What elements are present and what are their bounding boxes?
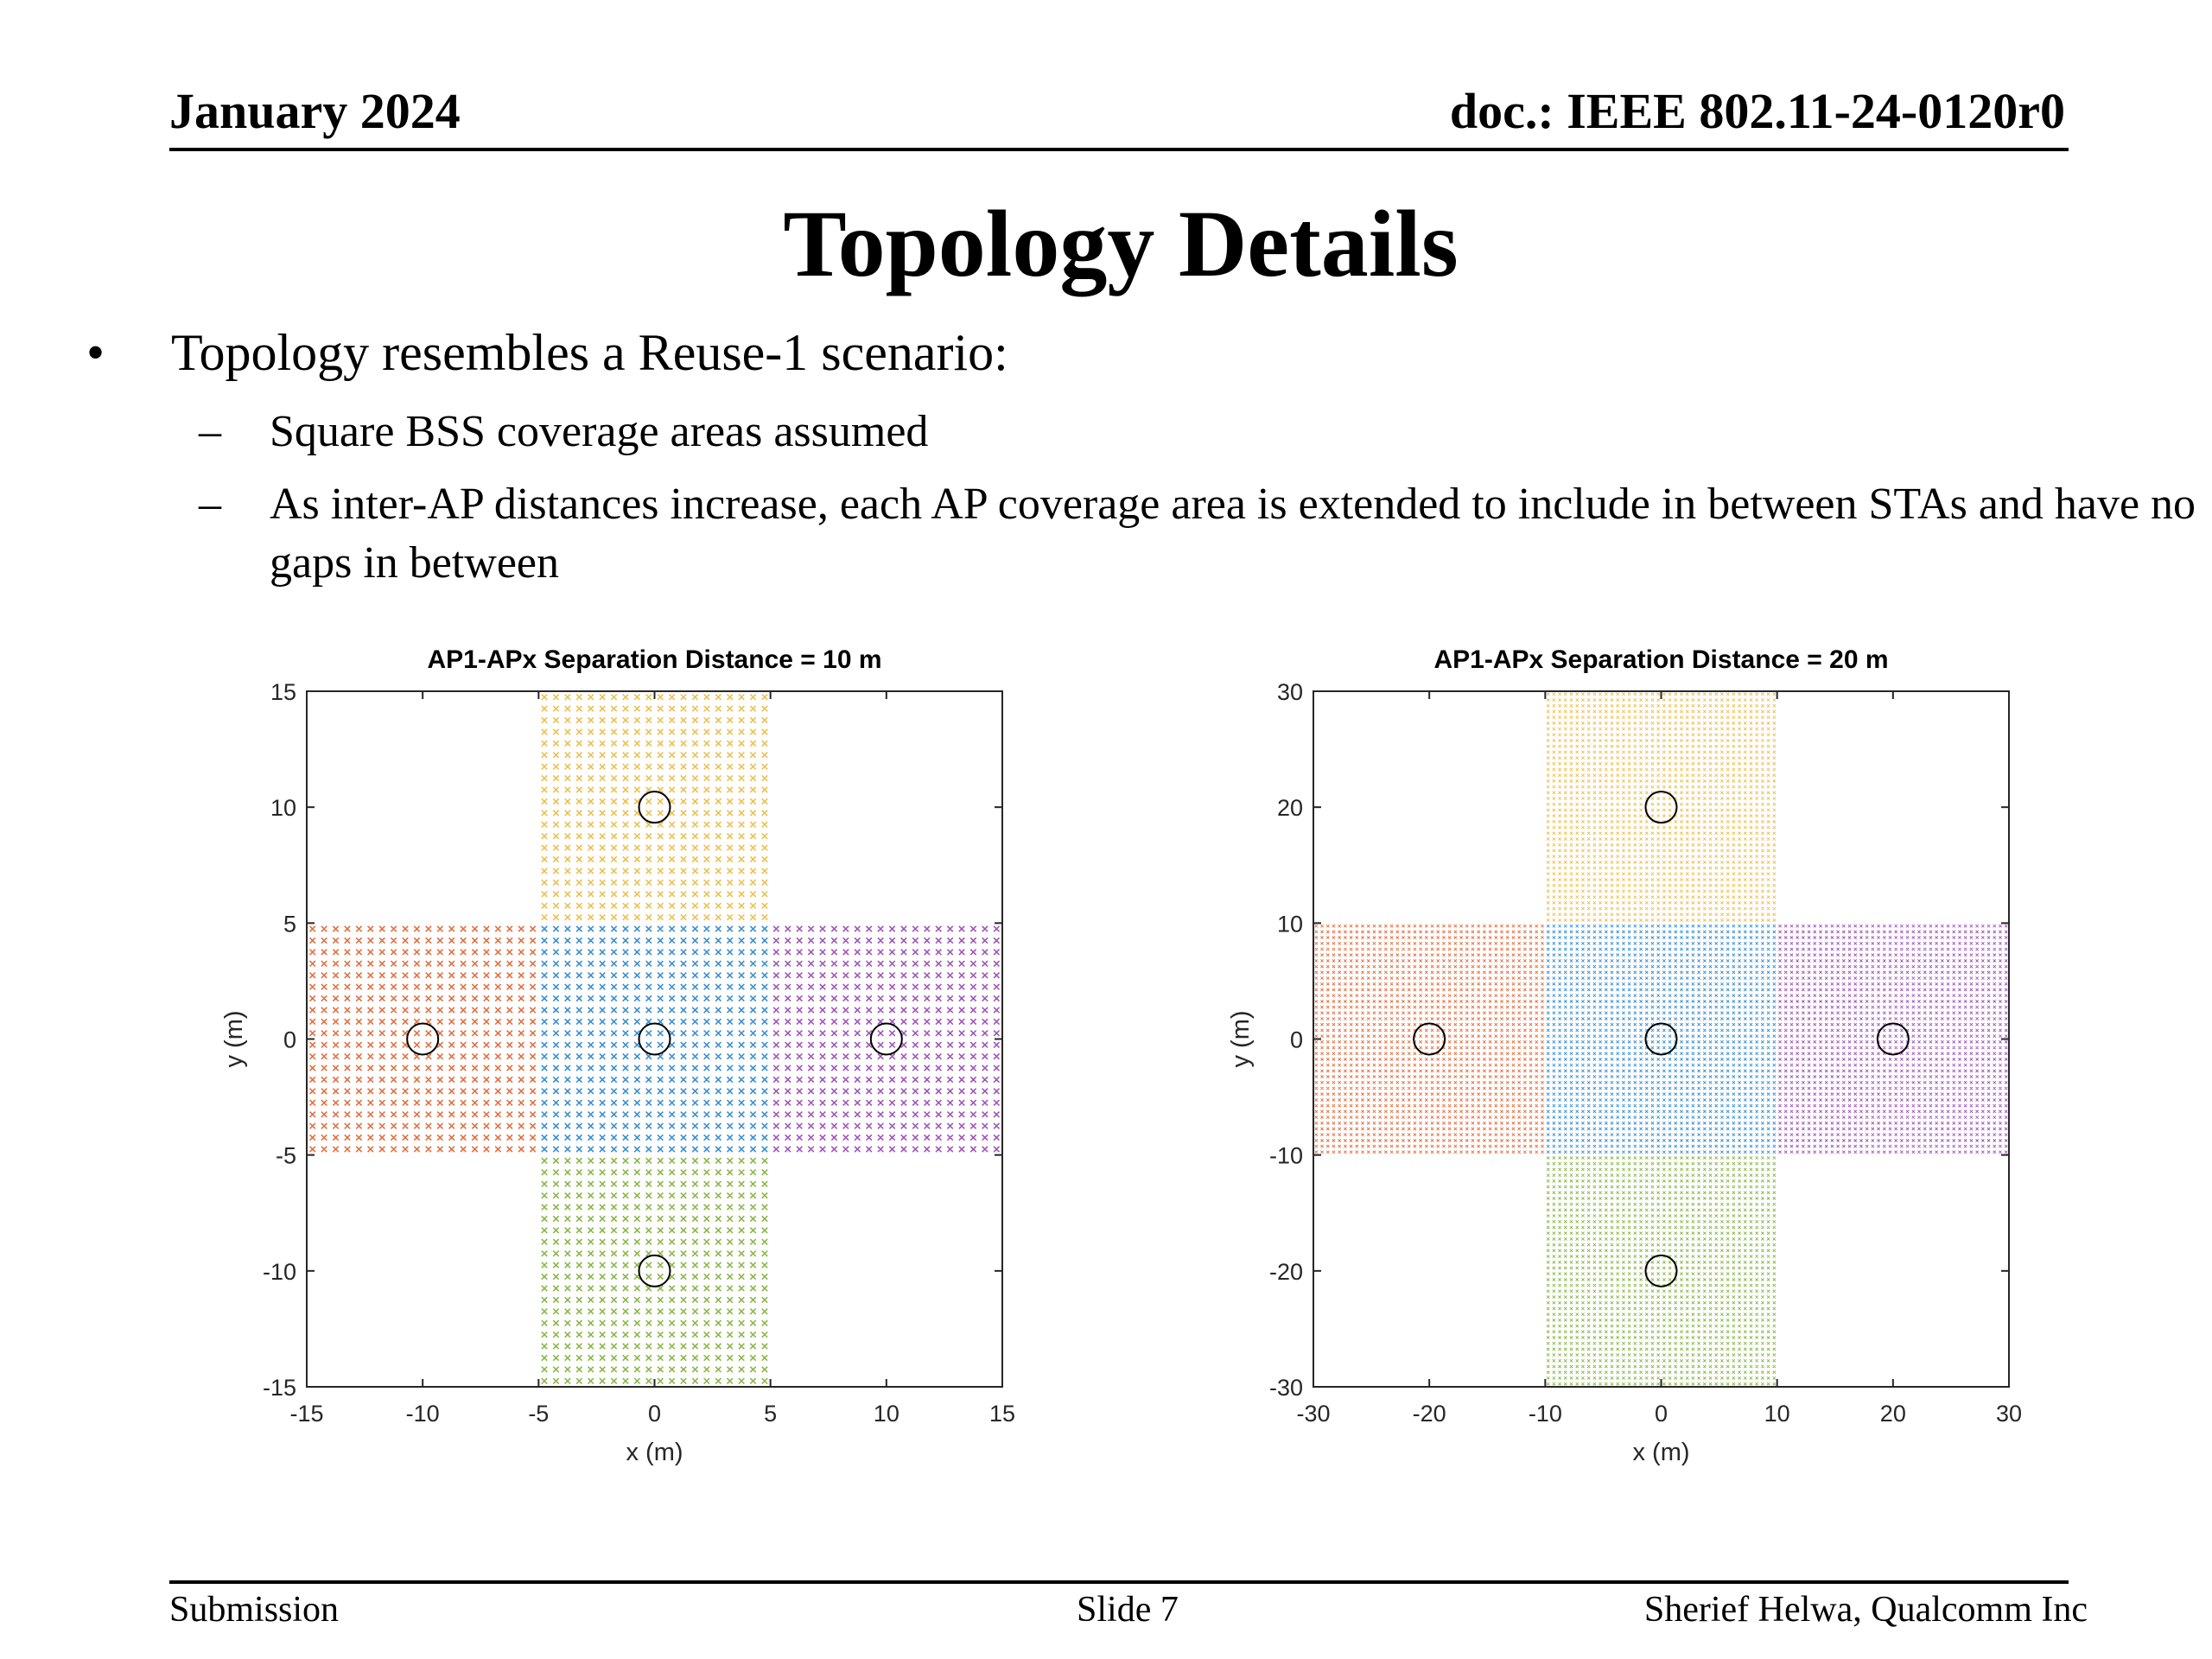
x-tick-label: -30 [1296, 1401, 1330, 1427]
station-markers-right [772, 925, 1001, 1153]
sub-bullet-marker: – [199, 480, 221, 529]
y-tick-label: -30 [1269, 1375, 1303, 1401]
chart-separation-20m: AP1-APx Separation Distance = 20 m -30 -20… [1227, 645, 2022, 1466]
x-tick-label: 10 [874, 1401, 899, 1427]
header-divider [169, 148, 2069, 151]
y-axis-label: y (m) [220, 1010, 248, 1067]
x-axis-label: x (m) [626, 1439, 683, 1466]
station-markers-left [1314, 924, 1544, 1154]
x-tick-label: -20 [1413, 1401, 1446, 1427]
ap-marker [638, 1022, 671, 1056]
footer-slide-number: Slide 7 [1077, 1590, 1179, 1630]
y-tick-label: 10 [1277, 911, 1303, 937]
x-tick-label: 30 [1996, 1401, 2022, 1427]
coverage-area-top [1546, 692, 1777, 922]
x-tick-label: -10 [406, 1401, 440, 1427]
header-doc-id: doc.: IEEE 802.11-24-0120r0 [1449, 83, 2065, 139]
x-tick-label: 15 [989, 1401, 1015, 1427]
coverage-area-left [1314, 924, 1544, 1154]
station-markers-top [1546, 692, 1777, 922]
coverage-area-bottom [1546, 1156, 1777, 1386]
bullet-main-text: Topology resembles a Reuse-1 scenario: [171, 324, 1008, 381]
y-tick-label: -10 [263, 1259, 296, 1285]
y-tick-label: 10 [270, 795, 296, 821]
ap-marker [1644, 791, 1678, 824]
coverage-area-top [541, 693, 768, 921]
y-tick-label: 0 [283, 1027, 296, 1053]
coverage-area-right [1778, 924, 2008, 1154]
y-tick-label: -10 [1269, 1143, 1303, 1169]
x-tick-label: -5 [528, 1401, 549, 1427]
plot-frame [306, 690, 1003, 1388]
x-axis-label: x (m) [1632, 1439, 1689, 1466]
coverage-area-bottom [541, 1157, 768, 1385]
x-tick-label: -15 [289, 1401, 323, 1427]
ap-marker [869, 1022, 903, 1056]
station-markers-right [1778, 924, 2008, 1154]
x-tick-label: 0 [1655, 1401, 1668, 1427]
plot-frame [1313, 690, 2010, 1388]
station-markers-left [308, 925, 537, 1153]
chart-separation-10m: AP1-APx Separation Distance = 10 m -15 -10… [220, 645, 1015, 1466]
y-tick-label: 0 [1290, 1027, 1303, 1053]
chart-title: AP1-APx Separation Distance = 10 m [427, 645, 881, 674]
ap-marker [638, 1254, 671, 1287]
x-tick-label: 0 [648, 1401, 661, 1427]
x-tick-label: -10 [1529, 1401, 1562, 1427]
ap-marker [1876, 1022, 1910, 1056]
coverage-area-right [772, 925, 1001, 1153]
y-tick-label: -5 [276, 1143, 296, 1169]
ap-marker [1644, 1022, 1678, 1056]
station-markers-bottom [1546, 1156, 1777, 1386]
footer-divider [169, 1580, 2069, 1584]
bullet-marker: • [86, 324, 105, 381]
footer-submission: Submission [169, 1590, 340, 1630]
y-tick-label: -15 [263, 1375, 296, 1401]
coverage-area-center [1546, 924, 1777, 1154]
header-date: January 2024 [169, 83, 461, 139]
y-tick-label: 20 [1277, 795, 1303, 821]
sub-bullet-1-text: Square BSS coverage areas assumed [270, 407, 929, 456]
x-tick-label: 5 [764, 1401, 777, 1427]
station-markers-top [541, 693, 768, 921]
coverage-area-center [541, 925, 768, 1153]
y-tick-label: -20 [1269, 1259, 1303, 1285]
station-markers-center [541, 925, 768, 1153]
ap-marker [1644, 1254, 1678, 1287]
ap-marker [406, 1022, 440, 1056]
y-tick-label: 5 [283, 911, 296, 937]
ap-marker [1413, 1022, 1446, 1056]
y-tick-label: 30 [1277, 679, 1303, 705]
x-tick-label: 10 [1764, 1401, 1790, 1427]
slide-title: Topology Details [783, 191, 1459, 296]
chart-title: AP1-APx Separation Distance = 20 m [1433, 645, 1888, 674]
station-markers-bottom [541, 1157, 768, 1385]
y-tick-label: 15 [270, 679, 296, 705]
x-tick-label: 20 [1880, 1401, 1906, 1427]
sub-bullet-marker: – [199, 407, 221, 456]
y-axis-label: y (m) [1227, 1010, 1255, 1067]
coverage-area-left [308, 925, 537, 1153]
sub-bullet-2-text: As inter-AP distances increase, each AP … [270, 480, 2196, 588]
ap-marker [638, 791, 671, 824]
station-markers-center [1546, 924, 1777, 1154]
footer-author: Sherief Helwa, Qualcomm Inc [1643, 1590, 2088, 1630]
